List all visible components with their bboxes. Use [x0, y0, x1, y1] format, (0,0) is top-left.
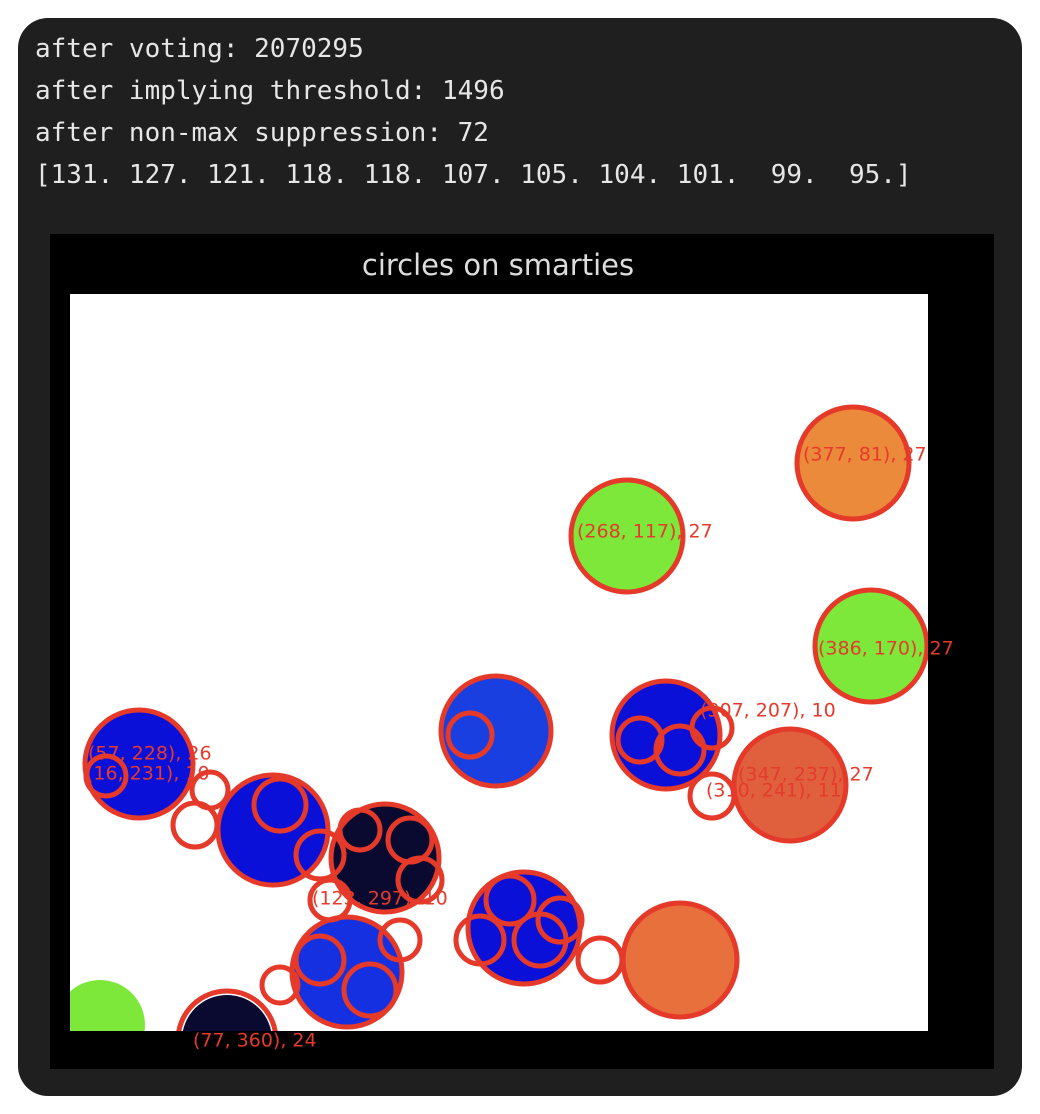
circle-label: (123, 297), 10 [312, 888, 448, 910]
circle-label: (16, 231), 10 [86, 763, 210, 785]
output-line: after non-max suppression: 72 [35, 118, 489, 148]
figure-title: circles on smarties [362, 248, 634, 282]
circle-label: (77, 360), 24 [193, 1030, 317, 1052]
circle-label: (310, 241), 11 [706, 780, 842, 802]
circle-label: (57, 228), 26 [88, 743, 212, 765]
output-line: after implying threshold: 1496 [35, 76, 505, 106]
output-line: after voting: 2070295 [35, 34, 364, 64]
output-line: [131. 127. 121. 118. 118. 107. 105. 104.… [35, 160, 912, 190]
circle-label: (386, 170), 27 [818, 638, 954, 660]
circle-label: (377, 81), 27 [803, 444, 927, 466]
labels: (377, 81), 27 (268, 117), 27 (386, 170),… [86, 444, 954, 1052]
circle-label: (307, 207), 10 [700, 700, 836, 722]
circle-label: (347, 237), 27 [738, 764, 874, 786]
circle-label: (268, 117), 27 [577, 521, 713, 543]
smarties [70, 404, 928, 1031]
